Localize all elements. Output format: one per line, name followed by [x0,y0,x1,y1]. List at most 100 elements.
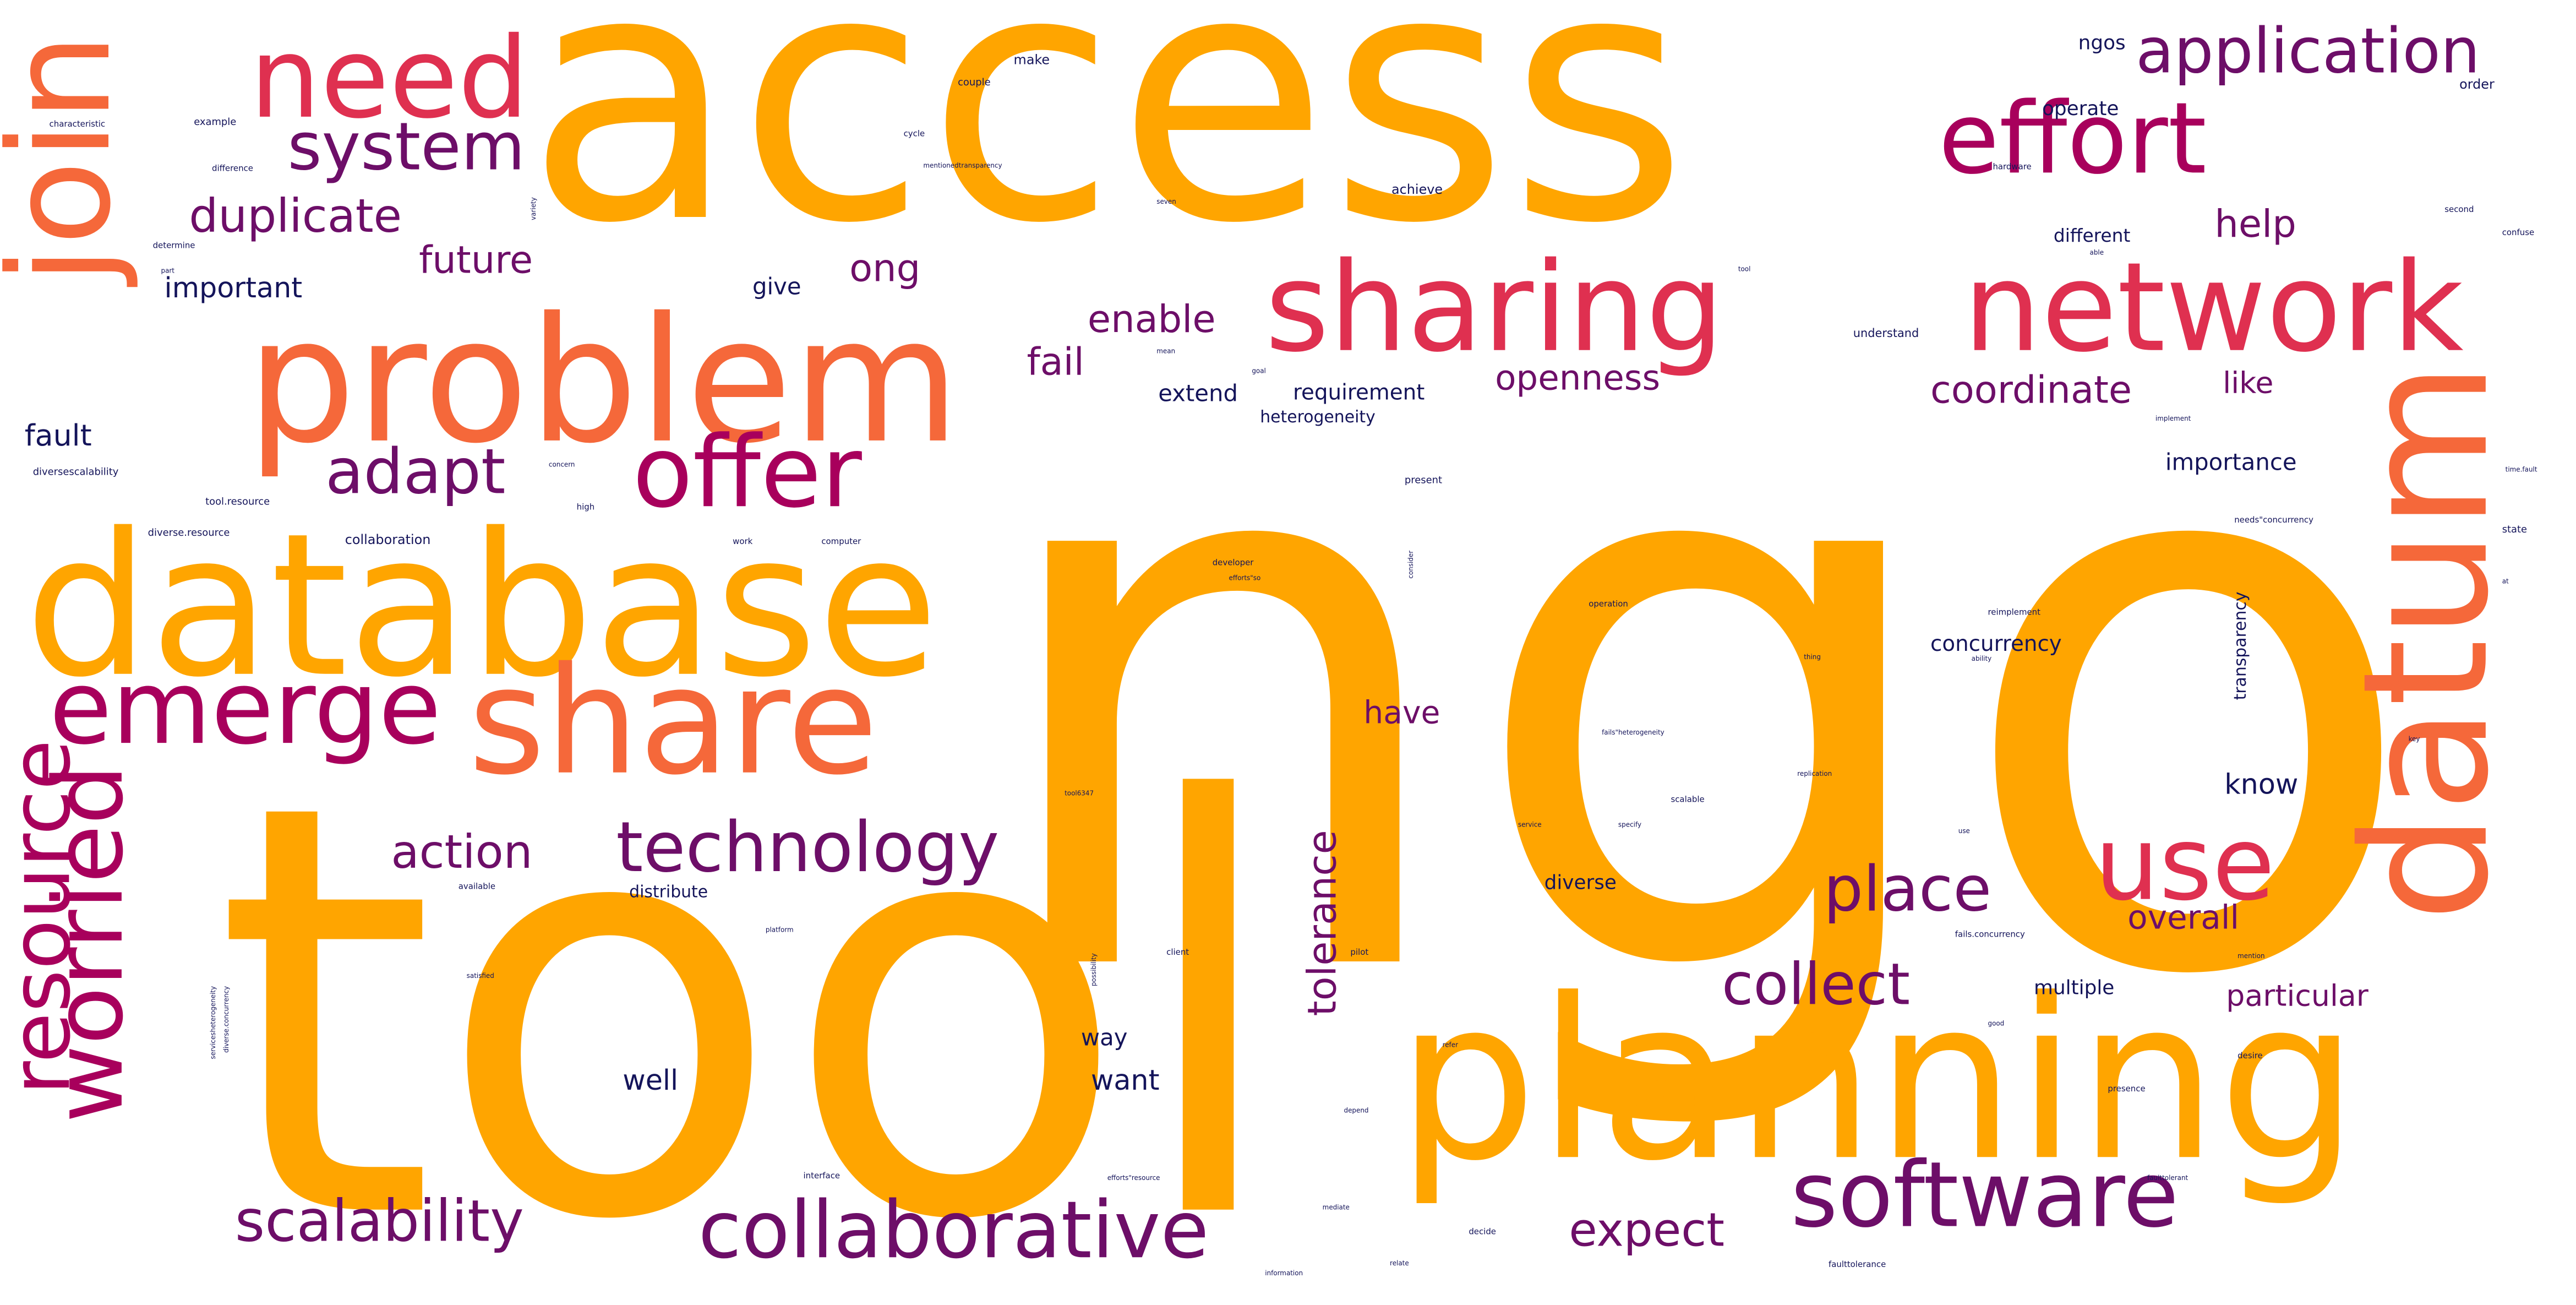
cloud-word: know [2224,769,2299,802]
cloud-word: goal [1252,366,1266,375]
cloud-word: thing [1804,652,1821,661]
cloud-word: confuse [2502,228,2535,238]
cloud-word: order [2459,77,2495,93]
cloud-word: help [2214,204,2296,247]
cloud-word: diverse.concurrency [221,986,230,1053]
cloud-word: diverse.resource [148,528,230,539]
cloud-word: action [391,825,533,879]
cloud-word: faulttolerance [1828,1260,1886,1271]
cloud-word: refer [1442,1040,1459,1049]
cloud-word: have [1363,695,1440,732]
cloud-word: distribute [629,884,708,902]
cloud-word: depend [1344,1106,1369,1114]
cloud-word: satisfied [466,971,494,980]
cloud-word: problem [246,281,960,482]
cloud-word: diversescalability [32,466,119,479]
cloud-word: fails.concurrency [1955,930,2025,940]
cloud-word: decide [1469,1227,1496,1238]
cloud-word: enable [1087,299,1216,342]
cloud-word: developer [1212,558,1254,569]
cloud-word: ability [1971,654,1992,662]
cloud-word: openness [1495,358,1661,398]
cloud-word: like [2223,366,2274,401]
cloud-word: key [2408,735,2420,743]
cloud-word: transparency [2233,591,2251,700]
cloud-word: different [2053,225,2131,247]
cloud-word: coordinate [1930,369,2132,413]
cloud-word: important [164,273,303,306]
cloud-word: network [1963,235,2464,380]
cloud-word: at [2502,577,2509,585]
cloud-word: concern [548,460,575,469]
cloud-word: want [1090,1065,1160,1098]
cloud-word: desire [2237,1052,2263,1062]
cloud-word: relate [1390,1259,1409,1268]
cloud-word: difference [212,164,253,175]
cloud-word: offer [632,416,862,531]
cloud-word: couple [958,77,991,89]
cloud-word: heterogeneity [1260,409,1376,428]
cloud-word: collaboration [345,532,431,547]
cloud-word: join [0,32,143,285]
cloud-word: diverse [1544,871,1617,894]
cloud-word: pilot [1350,948,1369,959]
cloud-word: use [1958,827,1970,835]
cloud-word: second [2444,205,2474,215]
cloud-word: future [419,240,533,283]
cloud-word: ong [849,248,921,291]
cloud-word: faulttolerant [2147,1173,2188,1182]
cloud-word: database [24,493,939,722]
cloud-word: extend [1158,381,1238,408]
cloud-word: expect [1569,1203,1725,1258]
cloud-word: ngo [977,249,2424,1144]
cloud-word: access [526,0,1689,300]
cloud-word: system [287,110,525,186]
cloud-word: tool [214,685,1287,1305]
cloud-word: datum [2326,361,2527,922]
cloud-word: well [623,1065,679,1098]
cloud-word: time.fault [2505,465,2537,474]
cloud-word: fail [1027,341,1084,385]
cloud-word: implement [2155,414,2191,423]
cloud-word: requirement [1292,381,1425,406]
cloud-word: variety [529,197,537,220]
cloud-word: ngos [2078,31,2126,55]
cloud-word: mediate [1322,1203,1350,1211]
cloud-word: scalable [1671,795,1705,806]
cloud-word: able [2089,248,2104,257]
cloud-word: example [194,116,237,128]
cloud-word: give [752,274,801,301]
cloud-word: good [1988,1019,2005,1027]
cloud-word: sharing [1265,235,1724,380]
cloud-word: place [1824,853,1992,926]
cloud-word: mention [2237,951,2265,960]
cloud-word: collaborative [698,1184,1209,1277]
cloud-word: possibility [1089,953,1098,987]
cloud-word: platform [765,925,794,934]
cloud-word: hardware [1993,162,2032,173]
cloud-word: collect [1721,953,1911,1019]
cloud-word: tool.resource [205,496,270,508]
cloud-word: computer [821,537,861,547]
cloud-word: share [468,636,878,809]
cloud-word: specify [1618,820,1642,829]
cloud-word: characteristic [49,119,106,130]
cloud-word: planning [1396,951,2359,1210]
cloud-word: particular [2226,979,2368,1014]
cloud-word: mean [1156,346,1176,355]
cloud-word: need [249,14,529,145]
cloud-word: part [161,266,174,275]
cloud-word: importance [2165,450,2297,477]
cloud-word: efforts"so [1229,573,1261,582]
cloud-word: tool6347 [1065,789,1094,797]
cloud-word: determine [152,241,195,252]
cloud-word: adapt [325,435,506,508]
cloud-word: tool [1738,264,1751,273]
cloud-word: concurrency [1930,633,2062,657]
cloud-word: state [2502,524,2528,536]
cloud-word: multiple [2034,976,2115,999]
cloud-word: scalability [234,1189,524,1256]
cloud-word: use [2094,803,2275,924]
cloud-word: understand [1853,327,1919,340]
cloud-word: information [1265,1269,1303,1277]
